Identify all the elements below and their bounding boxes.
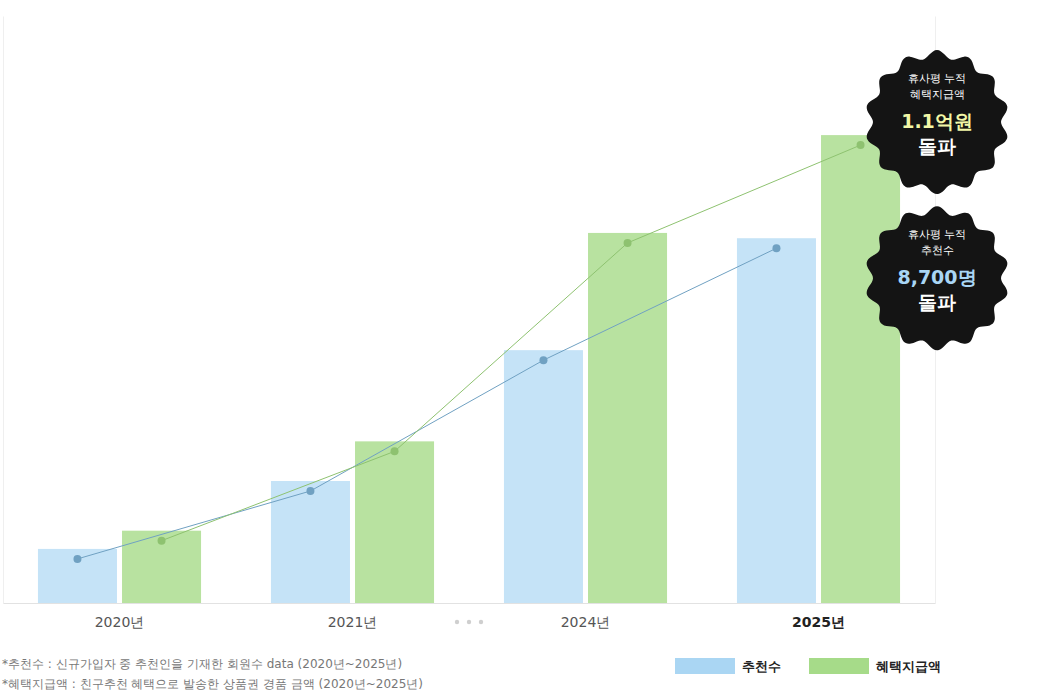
- line-point: [391, 447, 399, 455]
- callout-text: 돌파: [918, 291, 956, 313]
- callout-value: 1.1억원: [901, 110, 973, 132]
- callout-text: 휴사평 누적: [908, 228, 967, 241]
- callout-text: 추천수: [921, 244, 954, 257]
- callout-text: 휴사평 누적: [908, 72, 967, 85]
- footnote: *혜택지급액 : 친구추천 혜택으로 발송한 상품권 경품 금액 (2020년~…: [2, 677, 423, 691]
- series-line: [162, 145, 861, 541]
- axis-line: [4, 603, 936, 604]
- callout-badge: [867, 206, 1008, 350]
- bar: [737, 238, 816, 603]
- x-tick: 2021년: [328, 603, 378, 630]
- x-tick-label: 2025년: [792, 614, 845, 630]
- chart: 2020년2021년2024년2025년휴사평 누적혜택지급액1.1억원돌파휴사…: [0, 0, 1060, 694]
- line-point: [624, 239, 632, 247]
- legend: 추천수 혜택지급액: [675, 658, 941, 674]
- bar: [504, 350, 583, 603]
- x-tick: 2024년: [561, 603, 611, 630]
- line-point: [73, 555, 81, 563]
- callout: 휴사평 누적혜택지급액 1.1억원돌파: [867, 50, 1008, 194]
- break-dot: [479, 620, 483, 624]
- callout-badge: [867, 50, 1008, 194]
- x-tick-label: 2024년: [561, 614, 611, 630]
- break-dot: [467, 620, 471, 624]
- break-dot: [455, 620, 459, 624]
- callout-value: 8,700명: [897, 266, 976, 288]
- bar: [821, 135, 900, 603]
- axis-line: [3, 17, 4, 604]
- callout-text: 혜택지급액: [910, 88, 965, 101]
- bar: [355, 441, 434, 603]
- line-point: [772, 244, 780, 252]
- legend-label: 혜택지급액: [876, 659, 941, 674]
- bar: [122, 531, 201, 603]
- legend-label: 추천수: [742, 659, 781, 674]
- bar: [588, 233, 667, 603]
- line-point: [306, 487, 314, 495]
- line-point: [857, 141, 865, 149]
- line-point: [539, 356, 547, 364]
- x-tick: 2025년: [792, 603, 845, 630]
- x-tick-label: 2021년: [328, 614, 378, 630]
- line-point: [158, 537, 166, 545]
- series-line: [77, 248, 776, 559]
- legend-swatch: [675, 658, 735, 674]
- plot-area: [38, 135, 900, 603]
- x-axis: 2020년 2021년 2024년 2025년: [4, 603, 936, 630]
- y-axis: [3, 17, 4, 604]
- x-tick: 2020년: [95, 603, 145, 630]
- x-tick-label: 2020년: [95, 614, 145, 630]
- footnote: *추천수 : 신규가입자 중 추천인을 기재한 회원수 data (2020년~…: [2, 657, 402, 671]
- bar: [38, 549, 117, 603]
- legend-swatch: [809, 658, 869, 674]
- bar-series: [38, 238, 816, 603]
- callout: 휴사평 누적추천수 8,700명돌파: [867, 206, 1008, 350]
- callout-text: 돌파: [918, 135, 956, 157]
- bar-series: [122, 135, 900, 603]
